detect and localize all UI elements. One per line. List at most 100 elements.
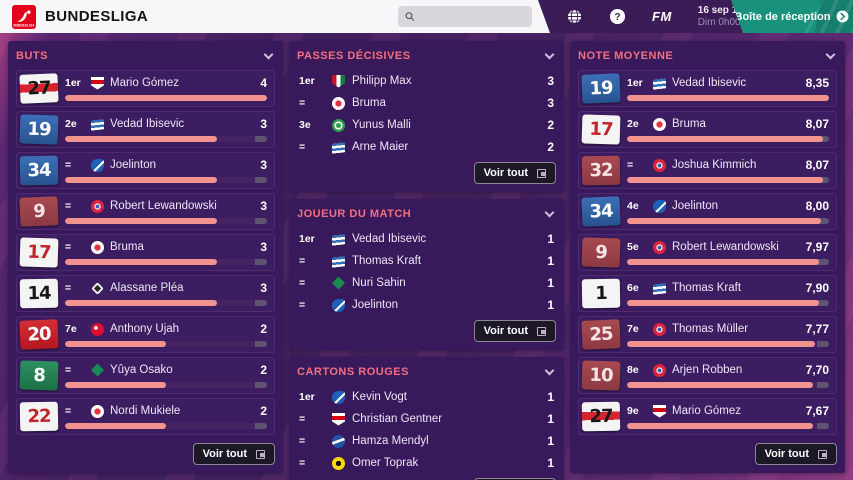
- stat-row[interactable]: 3e Yunus Malli 2: [297, 114, 556, 136]
- stat-row-main: 5e Robert Lewandowski 7,97: [627, 239, 829, 265]
- panel-header-joueur[interactable]: JOUEUR DU MATCH: [297, 206, 556, 222]
- player-name[interactable]: Christian Gentner: [352, 413, 443, 425]
- team-badge-icon: [332, 255, 345, 268]
- voir-tout-button-note[interactable]: Voir tout: [754, 443, 837, 465]
- stat-row[interactable]: 1er Philipp Max 3: [297, 70, 556, 92]
- stat-row[interactable]: = Hamza Mendyl 1: [297, 430, 556, 452]
- player-name[interactable]: Arjen Robben: [672, 364, 743, 376]
- stat-row[interactable]: = Ömer Toprak 1: [297, 452, 556, 474]
- player-name[interactable]: Joelinton: [352, 299, 399, 311]
- stat-row[interactable]: = Nuri Sahin 1: [297, 272, 556, 294]
- stat-row[interactable]: 9 5e Robert Lewandowski 7,97: [578, 234, 837, 271]
- player-name[interactable]: Bruma: [352, 97, 386, 109]
- player-name[interactable]: Thomas Kraft: [352, 255, 422, 267]
- inbox-button[interactable]: Boîte de réception: [731, 0, 853, 33]
- stat-row[interactable]: 34 4e Joelinton 8,00: [578, 193, 837, 230]
- shirt-number-badge: 9: [581, 236, 621, 268]
- search-input[interactable]: [419, 10, 525, 23]
- player-name[interactable]: Yunus Malli: [352, 119, 411, 131]
- player-name[interactable]: Bruma: [110, 241, 144, 253]
- player-name[interactable]: Arne Maier: [352, 141, 409, 153]
- voir-tout-label: Voir tout: [764, 448, 809, 460]
- player-name[interactable]: Joelinton: [110, 159, 157, 171]
- player-name[interactable]: Thomas Kraft: [672, 282, 742, 294]
- voir-tout-button-passes[interactable]: Voir tout: [473, 162, 556, 184]
- player-name[interactable]: Hamza Mendyl: [352, 435, 429, 447]
- stat-value: 1: [547, 276, 554, 290]
- stat-row[interactable]: 19 1er Vedad Ibisevic 8,35: [578, 70, 837, 107]
- player-name[interactable]: Bruma: [672, 118, 706, 130]
- stat-row[interactable]: 1 6e Thomas Kraft 7,90: [578, 275, 837, 312]
- language-globe-icon[interactable]: [566, 8, 583, 25]
- player-name[interactable]: Joshua Kimmich: [672, 159, 757, 171]
- player-name[interactable]: Anthony Ujah: [110, 323, 180, 335]
- stat-row[interactable]: 22 = Nordi Mukiele 2: [16, 398, 275, 435]
- stat-row[interactable]: = Joelinton 1: [297, 294, 556, 316]
- voir-tout-label: Voir tout: [202, 448, 247, 460]
- rank-label: =: [65, 241, 72, 253]
- stat-bar-track: [65, 423, 267, 429]
- stat-row[interactable]: 17 2e Bruma 8,07: [578, 111, 837, 148]
- panel-header-buts[interactable]: BUTS: [16, 48, 275, 64]
- voir-tout-button-buts[interactable]: Voir tout: [192, 443, 275, 465]
- fm-logo[interactable]: FM: [652, 9, 672, 24]
- player-name[interactable]: Thomas Müller: [672, 323, 749, 335]
- game-date[interactable]: 16 sep 18 Dim 0h00: [698, 5, 743, 28]
- stat-row[interactable]: 8 = Yûya Ôsako 2: [16, 357, 275, 394]
- stat-row[interactable]: 14 = Alassane Pléa 3: [16, 275, 275, 312]
- stat-bar-fill: [627, 218, 821, 224]
- player-name[interactable]: Nordi Mukiele: [110, 405, 181, 417]
- stat-row[interactable]: 1er Vedad Ibisevic 1: [297, 228, 556, 250]
- panel-header-passes[interactable]: PASSES DÉCISIVES: [297, 48, 556, 64]
- stat-row[interactable]: = Arne Maier 2: [297, 136, 556, 158]
- stat-row[interactable]: 20 7e Anthony Ujah 2: [16, 316, 275, 353]
- stat-row-main: 8e Arjen Robben 7,70: [627, 362, 829, 388]
- chevron-down-icon[interactable]: [544, 49, 555, 60]
- team-badge-icon: [332, 141, 345, 154]
- stat-bar-track: [65, 95, 267, 101]
- stat-row[interactable]: 32 = Joshua Kimmich 8,07: [578, 152, 837, 189]
- chevron-down-icon[interactable]: [544, 365, 555, 376]
- player-name[interactable]: Vedad Ibisevic: [672, 77, 747, 89]
- player-name[interactable]: Philipp Max: [352, 75, 412, 87]
- panel-header-note[interactable]: NOTE MOYENNE: [578, 48, 837, 64]
- arrow-right-circle-icon: [837, 10, 849, 23]
- chevron-down-icon[interactable]: [263, 49, 274, 60]
- chevron-down-icon[interactable]: [544, 207, 555, 218]
- stat-row[interactable]: 19 2e Vedad Ibisevic 3: [16, 111, 275, 148]
- player-name[interactable]: Mario Gómez: [110, 77, 180, 89]
- player-name[interactable]: Vedad Ibisevic: [110, 118, 185, 130]
- stat-row[interactable]: 25 7e Thomas Müller 7,77: [578, 316, 837, 353]
- player-name[interactable]: Ömer Toprak: [352, 457, 419, 469]
- player-name[interactable]: Alassane Pléa: [110, 282, 184, 294]
- player-name[interactable]: Joelinton: [672, 200, 719, 212]
- stat-row[interactable]: 10 8e Arjen Robben 7,70: [578, 357, 837, 394]
- player-name[interactable]: Robert Lewandowski: [110, 200, 217, 212]
- help-icon[interactable]: ?: [609, 8, 626, 25]
- voir-tout-label: Voir tout: [483, 167, 528, 179]
- stat-row[interactable]: 1er Kevin Vogt 1: [297, 386, 556, 408]
- stat-row[interactable]: = Christian Gentner 1: [297, 408, 556, 430]
- panel-note-moyenne: NOTE MOYENNE 19 1er Vedad Ibisevic 8,35 …: [570, 41, 845, 473]
- shirt-number-badge: 17: [581, 113, 621, 145]
- stat-rows-note: 19 1er Vedad Ibisevic 8,35 17 2e Bruma 8…: [578, 70, 837, 439]
- stat-row[interactable]: 27 9e Mario Gómez 7,67: [578, 398, 837, 435]
- stat-row[interactable]: 17 = Bruma 3: [16, 234, 275, 271]
- chevron-down-icon[interactable]: [825, 49, 836, 60]
- panel-header-cartons[interactable]: CARTONS ROUGES: [297, 364, 556, 380]
- stat-row[interactable]: = Bruma 3: [297, 92, 556, 114]
- player-name[interactable]: Kevin Vogt: [352, 391, 407, 403]
- voir-tout-button-joueur[interactable]: Voir tout: [473, 320, 556, 342]
- player-name[interactable]: Vedad Ibisevic: [352, 233, 427, 245]
- stat-row[interactable]: 27 1er Mario Gómez 4: [16, 70, 275, 107]
- search-box[interactable]: [398, 6, 532, 27]
- stat-row[interactable]: 9 = Robert Lewandowski 3: [16, 193, 275, 230]
- player-name[interactable]: Nuri Sahin: [352, 277, 406, 289]
- player-name[interactable]: Mario Gómez: [672, 405, 742, 417]
- rank-label: =: [299, 255, 306, 267]
- stat-row[interactable]: = Thomas Kraft 1: [297, 250, 556, 272]
- player-name[interactable]: Yûya Ôsako: [110, 364, 173, 376]
- player-name[interactable]: Robert Lewandowski: [672, 241, 779, 253]
- stat-value: 1: [547, 456, 554, 470]
- stat-row[interactable]: 34 = Joelinton 3: [16, 152, 275, 189]
